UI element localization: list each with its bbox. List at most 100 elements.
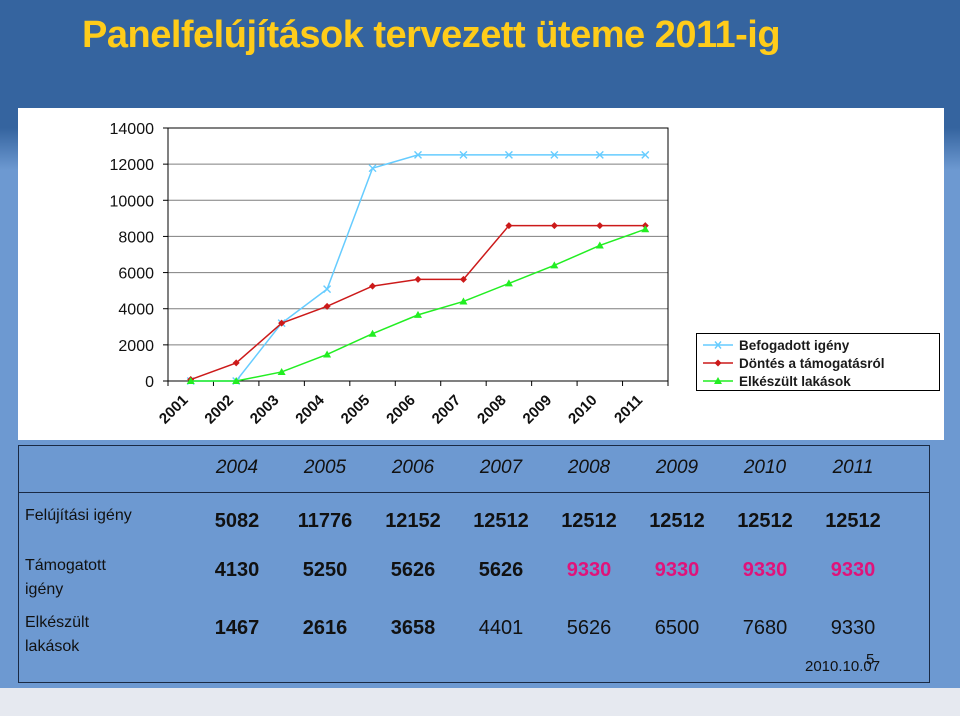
data-point xyxy=(414,310,422,318)
row-label: Elkészült lakások xyxy=(25,611,89,659)
year-header-cell: 2011 xyxy=(832,457,874,478)
legend-swatch xyxy=(703,359,733,367)
table-cell: 4401 xyxy=(478,617,524,639)
x-tick-label: 2010 xyxy=(565,392,601,428)
data-point xyxy=(186,377,195,384)
x-tick-label: 2005 xyxy=(338,392,374,428)
legend-item: Befogadott igény xyxy=(703,336,939,354)
y-tick-label: 10000 xyxy=(110,193,155,210)
data-point xyxy=(414,275,422,283)
y-tick-label: 8000 xyxy=(118,229,154,246)
data-point xyxy=(368,164,377,173)
row-label-line: Támogatott xyxy=(25,557,106,574)
x-tick-label: 2009 xyxy=(520,392,556,428)
data-point xyxy=(369,282,377,290)
page-number: 5 xyxy=(866,651,875,668)
x-tick-label: 2003 xyxy=(247,392,283,428)
table-cell: 9330 xyxy=(742,559,788,581)
year-header-cell: 2004 xyxy=(215,457,259,478)
table-cell: 5626 xyxy=(566,617,612,639)
table-cell: 3658 xyxy=(390,617,436,639)
series-line xyxy=(190,154,646,382)
data-point xyxy=(550,261,559,269)
y-tick-label: 6000 xyxy=(118,266,154,283)
table-cell: 11776 xyxy=(297,510,353,532)
data-point xyxy=(595,150,604,159)
data-point xyxy=(595,241,604,249)
table-cell: 5626 xyxy=(478,559,524,581)
legend-label: Befogadott igény xyxy=(739,337,850,353)
data-point xyxy=(368,329,377,337)
table-cell: 2616 xyxy=(302,617,348,639)
data-point xyxy=(232,359,240,367)
data-point xyxy=(505,222,513,230)
table-cell: 7680 xyxy=(742,617,788,639)
table-cell: 12512 xyxy=(561,510,617,532)
row-label-line: igény xyxy=(25,581,64,598)
data-point xyxy=(414,150,422,159)
data-point xyxy=(323,302,331,310)
year-header-cell: 2010 xyxy=(743,457,787,478)
y-tick-label: 2000 xyxy=(118,338,154,355)
year-header-cell: 2008 xyxy=(567,457,611,478)
legend-item: Elkészült lakások xyxy=(703,372,939,390)
table-cell: 12512 xyxy=(825,510,881,532)
year-header-row: 2004 2005 2006 2007 2008 2009 2010 2011 xyxy=(19,446,929,493)
table-cell: 5626 xyxy=(390,559,436,581)
chart-legend: Befogadott igény Döntés a támogatásról Elk… xyxy=(696,333,940,391)
legend-swatch xyxy=(703,341,733,349)
slide-title: Panelfelújítások tervezett üteme 2011-ig xyxy=(82,14,781,56)
table-cell: 9330 xyxy=(654,559,700,581)
data-point xyxy=(323,350,332,358)
legend-label: Döntés a támogatásról xyxy=(739,355,885,371)
legend-item: Döntés a támogatásról xyxy=(703,354,939,372)
table-cell: 12512 xyxy=(649,510,705,532)
row-label-line: Felújítási igény xyxy=(25,507,132,524)
row-label: Felújítási igény xyxy=(25,504,132,528)
x-tick-label: 2007 xyxy=(429,392,465,428)
x-tick-label: 2008 xyxy=(474,392,510,428)
row-label: Támogatott igény xyxy=(25,554,106,602)
bottom-band xyxy=(0,688,960,716)
table-cell: 6500 xyxy=(654,617,700,639)
year-header-cell: 2005 xyxy=(303,457,347,478)
data-point xyxy=(504,150,513,159)
data-point xyxy=(459,150,468,159)
x-tick-label: 2001 xyxy=(156,392,192,428)
x-tick-label: 2006 xyxy=(383,392,419,428)
y-tick-label: 12000 xyxy=(110,157,155,174)
plot-area-border xyxy=(167,127,669,382)
data-point xyxy=(641,150,650,159)
table-cell: 5082 xyxy=(214,510,260,532)
year-header-cell: 2006 xyxy=(391,457,435,478)
series-line xyxy=(190,228,646,382)
row-label-line: lakások xyxy=(25,638,80,655)
data-point xyxy=(596,222,604,230)
table-cell: 5250 xyxy=(302,559,348,581)
data-point xyxy=(278,319,286,327)
data-point xyxy=(550,150,559,159)
y-tick-label: 14000 xyxy=(110,121,155,138)
table-cell: 9330 xyxy=(830,617,876,639)
x-tick-label: 2002 xyxy=(201,392,237,428)
year-header-cell: 2009 xyxy=(655,457,699,478)
data-point xyxy=(232,377,241,384)
y-tick-label: 0 xyxy=(145,374,154,391)
legend-label: Elkészült lakások xyxy=(739,373,851,389)
legend-swatch xyxy=(703,377,733,384)
table-cell: 4130 xyxy=(214,559,260,581)
table-cell: 9330 xyxy=(830,559,876,581)
row-label-line: Elkészült xyxy=(25,614,90,631)
chart-panel: 14000 12000 10000 8000 6000 4000 2000 0 2001 2002… xyxy=(18,108,944,440)
data-point xyxy=(459,297,468,305)
data-point xyxy=(323,285,332,294)
table-cell: 12512 xyxy=(473,510,529,532)
table-cell: 1467 xyxy=(214,617,260,639)
y-tick-label: 4000 xyxy=(118,302,154,319)
data-point xyxy=(459,275,467,283)
table-cell: 9330 xyxy=(566,559,612,581)
data-point xyxy=(641,225,650,233)
year-header-cell: 2007 xyxy=(479,457,523,478)
x-tick-label: 2004 xyxy=(292,391,328,427)
